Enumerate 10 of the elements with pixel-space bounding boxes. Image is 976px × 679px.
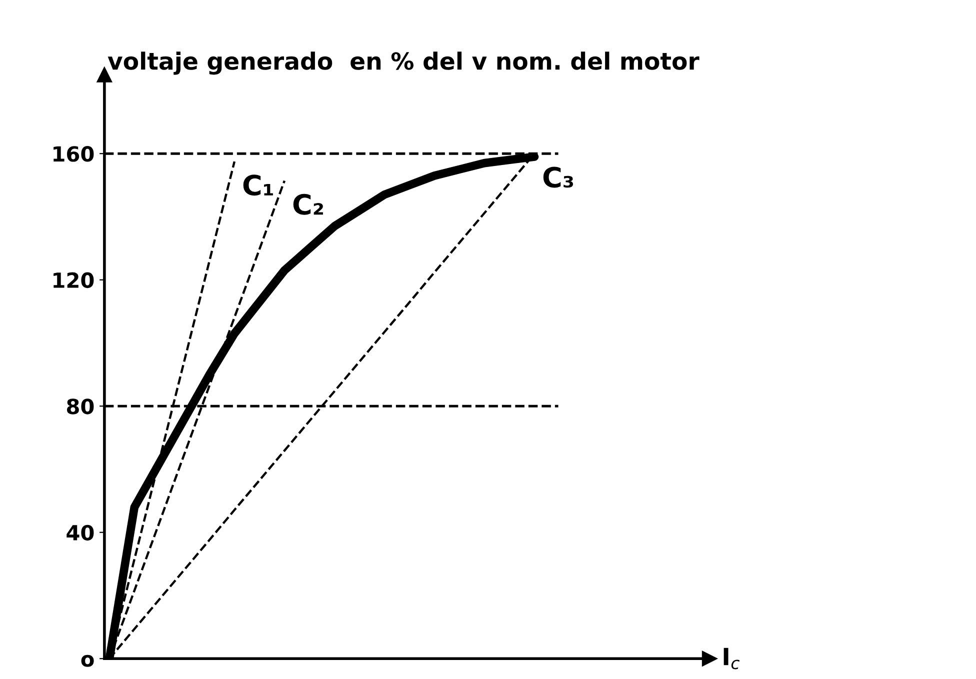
y-tick-label: o bbox=[81, 654, 94, 667]
series-label: C₃ bbox=[543, 166, 574, 188]
y-tick-label: 80 bbox=[66, 398, 94, 414]
y-tick-label: 160 bbox=[54, 146, 94, 162]
y-tick-label: 40 bbox=[66, 524, 94, 541]
series-label: C₂ bbox=[293, 194, 323, 215]
y-axis-title: voltaje generado en % del v nom. del motor bbox=[108, 52, 700, 75]
series-label: C₁ bbox=[243, 174, 273, 196]
y-tick-label: 120 bbox=[54, 272, 94, 288]
x-axis-title: I$_{c}$ bbox=[724, 648, 740, 670]
